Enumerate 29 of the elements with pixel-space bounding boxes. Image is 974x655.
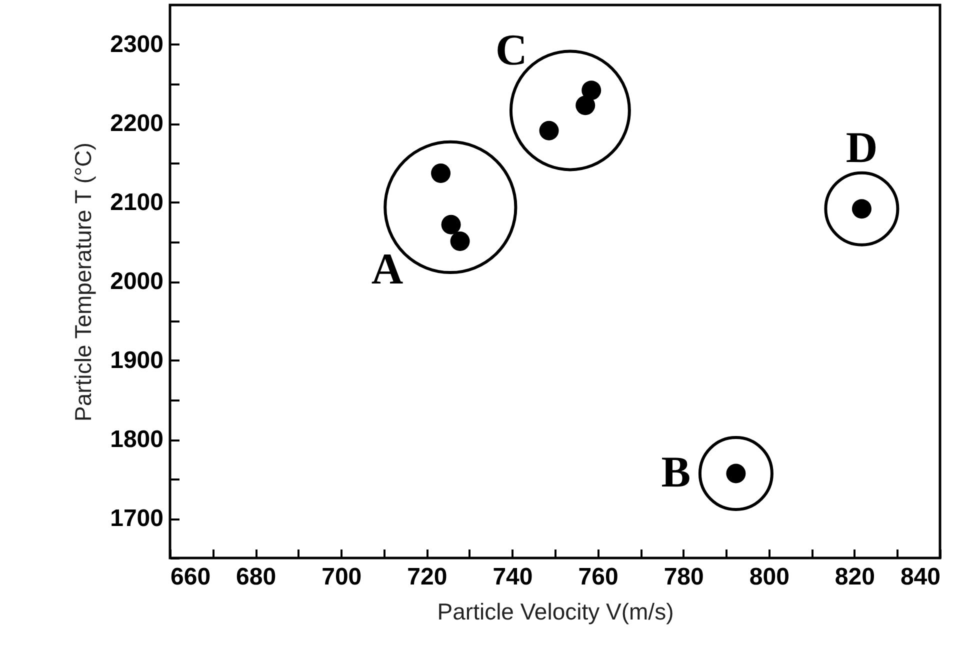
x-tick-label: 780 xyxy=(664,564,704,590)
x-tick-label: 700 xyxy=(322,564,362,590)
point xyxy=(539,120,559,140)
y-tick-label: 2300 xyxy=(110,31,164,58)
x-tick-label: 680 xyxy=(236,564,276,590)
y-tick-label: 1700 xyxy=(110,505,164,532)
y-tick-label: 2100 xyxy=(110,189,164,216)
x-tick-label: 740 xyxy=(492,564,533,590)
series-label: D xyxy=(846,122,878,172)
point xyxy=(582,80,602,100)
x-tick-label: 840 xyxy=(900,564,940,590)
y-tick-label: 2000 xyxy=(110,268,164,295)
x-tick-label: 820 xyxy=(834,564,875,590)
series-label: C xyxy=(495,26,528,75)
y-axis-title: Particle Temperature T (°C) xyxy=(70,142,96,422)
point xyxy=(576,96,596,116)
x-axis-title: Particle Velocity V(m/s) xyxy=(437,598,674,624)
point xyxy=(431,164,451,183)
series-label: B xyxy=(661,447,691,496)
x-tick-label: 720 xyxy=(407,564,448,590)
x-tick-label: 660 xyxy=(170,564,211,590)
point xyxy=(450,231,470,251)
y-tick-label: 1800 xyxy=(110,426,164,453)
y-tick-label: 1900 xyxy=(110,347,164,374)
point xyxy=(441,214,461,234)
x-tick-label: 800 xyxy=(749,564,790,590)
x-tick-label: 760 xyxy=(578,564,618,590)
series-label: A xyxy=(371,244,404,294)
y-tick-label: 2200 xyxy=(110,110,164,137)
